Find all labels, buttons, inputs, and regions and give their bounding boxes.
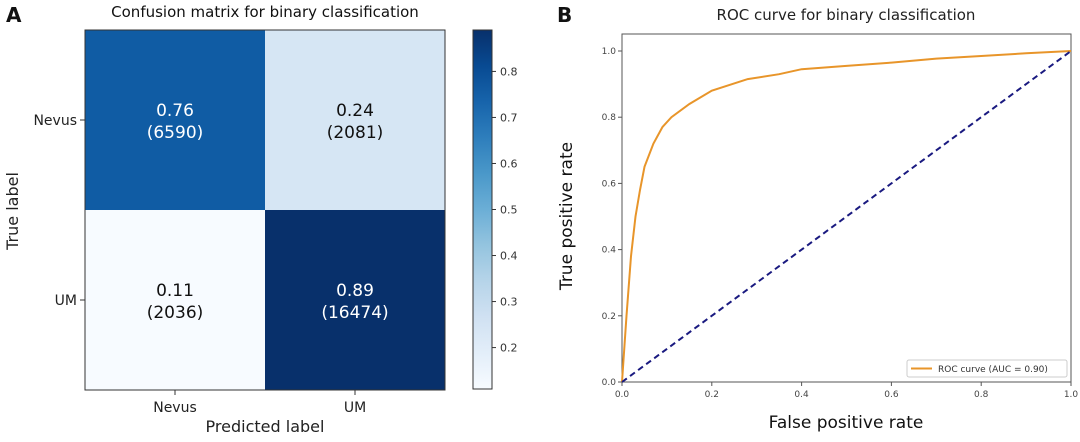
- roc-xtick-label: 0.8: [974, 390, 989, 400]
- roc-ytick-label: 0.8: [602, 113, 617, 123]
- colorbar-tick-label: 0.7: [500, 111, 518, 124]
- roc-curve: [621, 50, 1072, 383]
- cm-cell-value: 0.24: [336, 101, 374, 121]
- cm-title: Confusion matrix for binary classificati…: [111, 3, 419, 21]
- cm-xtick-label: Nevus: [153, 400, 197, 416]
- roc-ytick-label: 0.2: [602, 312, 616, 322]
- roc-xtick-label: 0.2: [705, 390, 719, 400]
- cm-cell: [265, 210, 445, 390]
- legend-label: ROC curve (AUC = 0.90): [938, 365, 1048, 375]
- cm-xlabel: Predicted label: [206, 417, 325, 436]
- colorbar-gradient: [472, 29, 493, 390]
- roc-title: ROC curve for binary classification: [717, 6, 976, 24]
- cm-cell-count: (2081): [327, 123, 384, 143]
- roc-ylabel: True positive rate: [557, 142, 577, 291]
- colorbar-tick-label: 0.5: [500, 204, 518, 217]
- roc-xtick-label: 0.0: [615, 390, 630, 400]
- roc-plot: 0.0 0.2 0.4 0.6 0.8 1.0 0.0 0.2 0.4 0.6 0.8 1.0 ROC …: [602, 33, 1079, 400]
- cm-cell: [85, 30, 265, 210]
- cm-cell-value: 0.76: [156, 101, 194, 121]
- cm-ylabel: True label: [3, 172, 22, 251]
- cm-cell-value: 0.89: [336, 281, 374, 301]
- chance-diagonal: [621, 50, 1072, 383]
- panel-label-a: A: [6, 3, 22, 27]
- roc-xtick-label: 0.4: [794, 390, 809, 400]
- roc-legend: ROC curve (AUC = 0.90): [906, 359, 1068, 378]
- roc-xtick-label: 1.0: [1064, 390, 1079, 400]
- colorbar: 0.2 0.3 0.4 0.5 0.6 0.7 0.8: [472, 29, 518, 390]
- colorbar-tick-label: 0.2: [500, 342, 518, 355]
- roc-frame: [621, 33, 1072, 383]
- colorbar-tick-label: 0.6: [500, 157, 518, 170]
- cm-xtick-label: UM: [344, 400, 366, 416]
- roc-ytick-label: 1.0: [602, 47, 617, 57]
- cm-cell: [265, 30, 445, 210]
- cm-cell-value: 0.11: [156, 281, 194, 301]
- cm-cell-count: (2036): [147, 303, 204, 323]
- roc-xtick-label: 0.6: [884, 390, 899, 400]
- cm-cell-count: (6590): [147, 123, 204, 143]
- roc-ytick-label: 0.0: [602, 378, 617, 388]
- roc-ytick-label: 0.6: [602, 179, 617, 189]
- confusion-matrix: 0.76(6590) 0.24(2081) 0.11(2036) 0.89(16474…: [33, 29, 446, 416]
- roc-xlabel: False positive rate: [769, 413, 924, 433]
- cm-cell-count: (16474): [321, 303, 388, 323]
- colorbar-tick-label: 0.3: [500, 296, 518, 309]
- colorbar-tick-label: 0.8: [500, 65, 518, 78]
- cm-ytick-label: UM: [55, 293, 77, 309]
- cm-ytick-label: Nevus: [33, 113, 77, 129]
- panel-label-b: B: [557, 3, 572, 27]
- colorbar-tick-label: 0.4: [500, 250, 518, 263]
- roc-ytick-label: 0.4: [602, 246, 617, 256]
- cm-cell: [85, 210, 265, 390]
